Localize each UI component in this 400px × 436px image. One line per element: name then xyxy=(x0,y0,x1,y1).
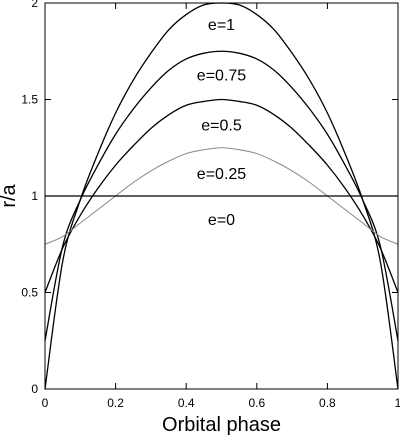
curve-label-e-0: e=0 xyxy=(208,212,235,229)
ticks-group: 0 0.2 0.4 0.6 0.8 1 0 0.5 1 1.5 2 xyxy=(21,0,400,410)
x-tick-label: 1 xyxy=(395,396,400,410)
x-tick-label: 0.8 xyxy=(319,396,336,410)
curve-label-e-0-75: e=0.75 xyxy=(197,67,246,84)
curve-label-e-0-5: e=0.5 xyxy=(201,118,242,135)
x-tick-label: 0.6 xyxy=(248,396,265,410)
y-tick-label: 0.5 xyxy=(21,286,38,300)
y-axis-title: r/a xyxy=(0,183,20,207)
curve-label-e-0-25: e=0.25 xyxy=(197,166,246,183)
y-tick-label: 2 xyxy=(31,0,38,10)
x-tick-label: 0.4 xyxy=(178,396,195,410)
curve-label-e-1: e=1 xyxy=(208,17,235,34)
x-axis-title: Orbital phase xyxy=(162,414,281,436)
series-line-e-0-5 xyxy=(44,98,399,293)
y-tick-label: 1.5 xyxy=(21,93,38,107)
series-line-e-0-75 xyxy=(44,50,399,341)
x-tick-label: 0 xyxy=(42,396,49,410)
y-tick-label: 0 xyxy=(31,382,38,396)
y-tick-label: 1 xyxy=(31,189,38,203)
series-group xyxy=(44,2,399,390)
curve-labels-group: e=1 e=0.75 e=0.5 e=0.25 e=0 xyxy=(197,17,246,229)
series-line-e-0-25 xyxy=(44,147,399,245)
x-tick-label: 0.2 xyxy=(107,396,124,410)
